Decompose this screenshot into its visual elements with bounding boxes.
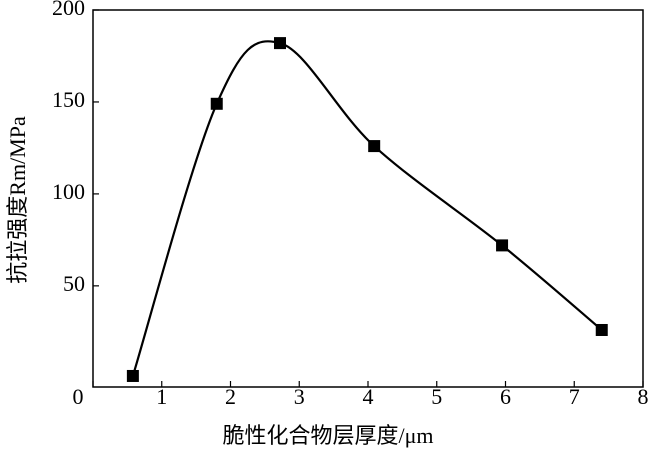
y-tick-label: 200 [52, 0, 85, 20]
x-tick-label: 8 [638, 384, 649, 409]
x-tick-label: 2 [225, 384, 236, 409]
y-tick-label: 100 [52, 179, 85, 204]
x-tick-label: 5 [431, 384, 442, 409]
marker [496, 239, 509, 252]
x-tick-label: 4 [363, 384, 374, 409]
x-tick-label: 3 [294, 384, 305, 409]
y-tick-label: 150 [52, 87, 85, 112]
x-tick-label: 1 [156, 384, 167, 409]
marker [210, 97, 223, 110]
marker [126, 369, 139, 382]
marker [274, 37, 286, 50]
plot-frame [92, 9, 644, 388]
x-axis-label: 脆性化合物层厚度/μm [222, 423, 433, 448]
fit-line [131, 40, 603, 377]
y-tick-label: 50 [63, 271, 85, 296]
y-axis-label: 抗拉强度Rm/MPa [5, 116, 30, 284]
x-tick-label: 6 [500, 384, 511, 409]
marker [595, 323, 608, 336]
x-tick-label: 7 [569, 384, 580, 409]
marker [368, 140, 381, 153]
x-tick-label: 0 [73, 384, 84, 409]
